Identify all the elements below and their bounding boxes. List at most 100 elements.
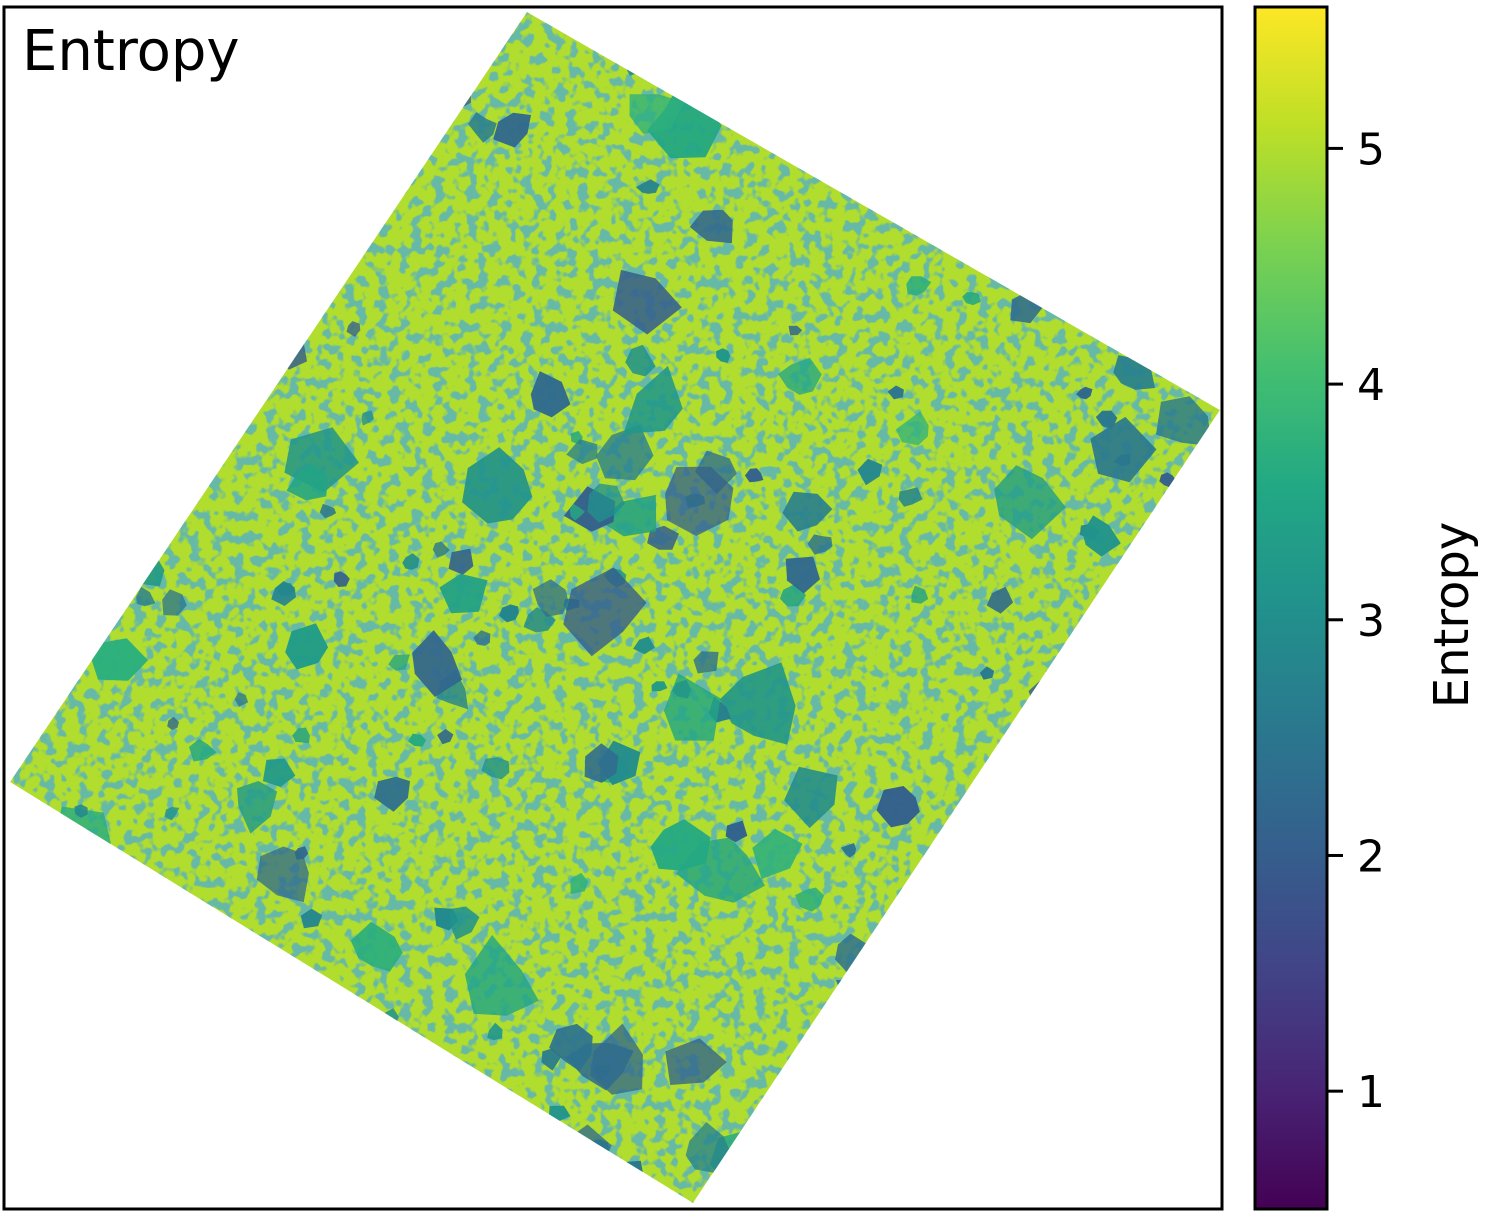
inclusion-grain bbox=[432, 541, 450, 558]
inclusion-grain bbox=[464, 935, 539, 1016]
inclusion-grain bbox=[1076, 386, 1093, 400]
inclusion-grain bbox=[361, 410, 374, 426]
inclusion-grain bbox=[782, 491, 833, 532]
inclusion-grain bbox=[778, 357, 822, 395]
inclusion-grain bbox=[788, 325, 803, 336]
inclusion-grain bbox=[498, 604, 519, 623]
inclusion-grain bbox=[532, 579, 569, 617]
inclusion-grain bbox=[412, 630, 463, 697]
inclusion-grain bbox=[566, 439, 598, 465]
inclusion-grain bbox=[719, 662, 796, 745]
inclusion-grain bbox=[292, 727, 310, 744]
inclusion-grain bbox=[807, 534, 833, 555]
inclusion-grain bbox=[584, 743, 619, 783]
inclusion-grain bbox=[189, 738, 217, 762]
inclusion-grain bbox=[333, 571, 350, 587]
inclusion-grain bbox=[876, 786, 920, 828]
inclusion-grain bbox=[1095, 410, 1118, 430]
inclusion-grain bbox=[841, 843, 857, 858]
inclusion-grain bbox=[887, 385, 904, 400]
inclusion-grain bbox=[569, 503, 585, 521]
inclusion-grain bbox=[74, 804, 88, 818]
inclusion-grain bbox=[448, 548, 474, 575]
inclusion-grain bbox=[86, 638, 148, 681]
inclusion-grain bbox=[549, 1023, 593, 1072]
inclusion-grain bbox=[570, 872, 589, 895]
inclusion-grain bbox=[350, 921, 403, 972]
inclusion-grain bbox=[164, 807, 180, 821]
inclusion-grain bbox=[374, 776, 410, 812]
colorbar-tick-label: 2 bbox=[1357, 831, 1385, 882]
inclusion-grain bbox=[647, 75, 722, 159]
inclusion-grain bbox=[906, 276, 932, 296]
inclusion-grain bbox=[744, 468, 764, 483]
inclusion-grain bbox=[650, 819, 711, 871]
inclusion-grain bbox=[468, 112, 497, 143]
inclusion-grain bbox=[629, 94, 685, 134]
inclusion-grain bbox=[911, 585, 929, 604]
inclusion-grain bbox=[962, 292, 981, 306]
inclusion-grain bbox=[716, 348, 731, 363]
inclusion-grain bbox=[262, 758, 296, 787]
inclusion-grain bbox=[693, 651, 719, 674]
inclusion-grain bbox=[689, 209, 733, 244]
inclusion-grain bbox=[167, 716, 179, 730]
inclusion-grain bbox=[462, 447, 533, 524]
inclusion-grain bbox=[136, 586, 156, 607]
inclusion-grain bbox=[685, 1122, 732, 1174]
inclusion-grain bbox=[437, 729, 454, 745]
inclusion-grain bbox=[402, 553, 420, 570]
inclusion-grain bbox=[407, 733, 427, 747]
inclusion-grain bbox=[725, 820, 748, 843]
colorbar bbox=[1253, 5, 1329, 1211]
inclusion-grain bbox=[647, 525, 679, 550]
inclusion-grain bbox=[784, 766, 838, 829]
colorbar-tick-label: 5 bbox=[1357, 124, 1385, 175]
inclusion-grain bbox=[979, 666, 995, 680]
inclusion-grain bbox=[795, 887, 825, 912]
inclusion-grain bbox=[286, 462, 329, 501]
inclusion-grain bbox=[665, 466, 734, 536]
inclusion-grain bbox=[635, 179, 660, 194]
inclusion-grain bbox=[633, 636, 655, 655]
inclusion-grain bbox=[530, 371, 571, 418]
inclusion-grain bbox=[752, 828, 803, 879]
inclusion-grain bbox=[493, 112, 531, 148]
inclusion-grain bbox=[623, 365, 683, 434]
inclusion-grain bbox=[612, 269, 682, 335]
inclusion-grain bbox=[271, 580, 296, 606]
inclusion-grain bbox=[319, 503, 337, 519]
inclusion-grain bbox=[599, 494, 657, 537]
inclusion-grain bbox=[857, 458, 883, 486]
inclusion-grain bbox=[986, 586, 1014, 614]
inclusion-grain bbox=[785, 556, 820, 594]
colorbar-tick-label: 1 bbox=[1357, 1067, 1385, 1118]
inclusion-grain bbox=[548, 1105, 571, 1122]
inclusion-grain bbox=[346, 321, 361, 337]
colorbar-ticks: 1 2 3 4 5 bbox=[1327, 124, 1385, 1118]
inclusion-grain bbox=[596, 424, 654, 481]
inclusion-grain bbox=[625, 344, 656, 377]
inclusion-grain bbox=[587, 483, 625, 523]
inclusion-grain bbox=[439, 573, 488, 614]
inclusion-grain bbox=[300, 908, 323, 929]
inclusion-grain bbox=[1156, 396, 1212, 447]
inclusion-grain bbox=[898, 487, 923, 507]
inclusion-grain bbox=[285, 623, 329, 670]
inclusion-grain bbox=[237, 781, 278, 834]
inclusion-grain bbox=[473, 630, 491, 646]
inclusion-grain bbox=[256, 846, 309, 903]
inclusion-grain bbox=[162, 589, 187, 616]
colorbar-label: Entropy bbox=[1424, 522, 1480, 709]
inclusion-grain bbox=[895, 411, 929, 446]
inclusion-grain bbox=[234, 692, 249, 707]
inclusion-grain bbox=[487, 1022, 503, 1041]
colorbar-tick-label: 3 bbox=[1357, 596, 1385, 647]
inclusion-grain bbox=[388, 654, 410, 671]
inclusion-grain bbox=[449, 906, 480, 940]
inclusion-grain bbox=[1090, 416, 1157, 483]
panel-label: Entropy bbox=[22, 19, 240, 84]
inclusion-grain bbox=[665, 1038, 727, 1085]
inclusion-grain bbox=[481, 757, 510, 780]
